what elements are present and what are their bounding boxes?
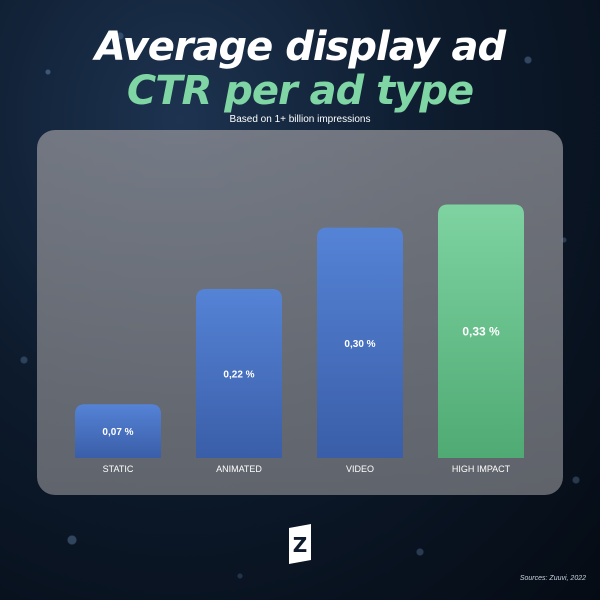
bar-value-label: 0,07 % xyxy=(102,427,133,438)
bar-high-impact xyxy=(438,204,524,458)
category-label: HIGH IMPACT xyxy=(452,464,511,474)
bar-video xyxy=(317,227,403,458)
subtitle: Based on 1+ billion impressions xyxy=(229,114,371,125)
bar-value-label: 0,30 % xyxy=(344,339,375,350)
zuuvi-logo-icon: Z xyxy=(289,524,311,564)
title-line-2: CTR per ad type xyxy=(126,68,474,114)
category-label: ANIMATED xyxy=(216,464,262,474)
bar-value-label: 0,33 % xyxy=(462,324,500,338)
source-note: Sources: Zuuvi, 2022 xyxy=(519,575,586,582)
logo-letter: Z xyxy=(293,533,308,557)
bar-chart: 0,07 % STATIC 0,22 % ANIMATED 0,30 % VIDEO 0,3… xyxy=(75,204,524,474)
bar-value-label: 0,22 % xyxy=(223,370,254,381)
title-line-1: Average display ad xyxy=(94,24,506,70)
bar-animated xyxy=(196,289,282,458)
category-label: VIDEO xyxy=(346,464,374,474)
category-label: STATIC xyxy=(103,464,134,474)
bar-static xyxy=(75,404,161,458)
